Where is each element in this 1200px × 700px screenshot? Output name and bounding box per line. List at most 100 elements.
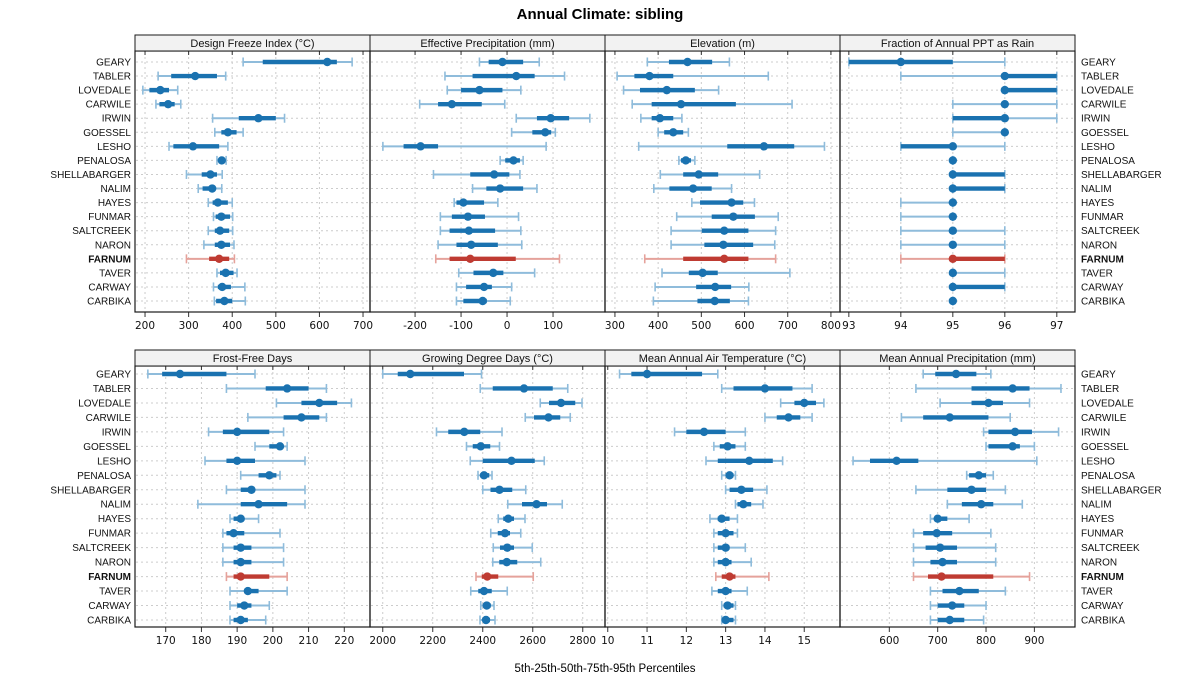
tick-label: 14 [758,635,772,647]
median-dot [729,212,738,221]
median-dot [175,369,185,379]
row-label-right-carbika: CARBIKA [1081,616,1125,627]
median-dot [221,268,230,278]
median-dot [683,57,692,67]
row-label-tabler: TABLER [93,72,131,83]
row-label-right-lovedale: LOVEDALE [1081,398,1134,409]
median-dot [723,601,732,610]
row-label-lovedale: LOVEDALE [78,398,131,409]
percentile-row-saltcreek [222,543,285,553]
axis-ticks: 600 700 800 900 [879,366,1044,647]
panel-design-freeze-index-c: 200 300 400 500 600 700 Design Freeze Index (°… [134,34,373,332]
median-dot [500,528,510,538]
percentile-row-saltcreek [439,226,522,236]
percentile-row-lesho [900,141,1006,151]
median-dot [669,128,678,137]
percentile-row-geary [242,57,353,67]
percentile-row-penalosa [948,155,958,165]
tick-label: 500 [691,320,711,332]
percentile-row-carway [479,601,495,611]
median-dot [698,268,707,278]
percentile-row-saltcreek [492,543,534,553]
percentile-row-tabler [720,383,813,393]
percentile-row-taver [216,268,238,278]
median-dot [498,57,507,67]
percentile-row-penalosa [678,155,696,165]
median-dot [948,198,958,207]
percentile-row-lovedale [539,398,583,408]
percentile-row-nalim [653,184,733,194]
median-dot [655,114,665,123]
median-dot [466,254,475,264]
panel-data [381,369,583,625]
panel-header [839,34,1076,52]
percentile-row-naron [437,240,523,250]
median-dot [223,128,233,137]
median-dot [948,156,958,165]
percentile-row-funmar [439,212,520,222]
row-label-penalosa: PENALOSA [77,156,131,167]
median-dot [681,156,690,165]
percentile-row-penalosa [965,470,995,480]
tick-label: 96 [998,320,1012,332]
tick-label: 600 [309,320,329,332]
median-dot [984,398,993,408]
row-label-farnum: FARNUM [88,254,131,265]
median-dot [948,268,958,278]
median-dot [232,456,242,466]
panel-mean-annual-air-temperature-c: 10 11 12 13 14 15 Mean Annual Air Temperature … [601,349,841,647]
median-dot [323,57,332,67]
median-dot [460,427,469,437]
percentile-row-shellabarger [659,169,761,179]
row-label-geary: GEARY [96,58,131,69]
row-label-irwin: IRWIN [102,114,131,125]
median-dot [721,586,730,596]
median-dot [541,128,550,137]
median-dot [156,85,165,95]
median-dot [945,615,954,625]
median-dot [478,296,487,306]
row-label-shellabarger: SHELLABARGER [50,170,131,181]
median-dot [1008,384,1017,393]
row-label-right-penalosa: PENALOSA [1081,471,1135,482]
tick-label: 400 [222,320,242,332]
row-label-taver: TAVER [99,268,131,279]
percentile-row-lovedale [1000,85,1058,95]
percentile-row-goessel [657,127,690,137]
percentile-row-naron [203,240,235,250]
tick-label: 180 [191,635,211,647]
median-dot [190,71,200,81]
median-dot [479,471,489,480]
percentile-row-penalosa [216,155,227,165]
panel-data [848,57,1058,306]
tick-label: 12 [680,635,693,647]
median-dot [1000,114,1010,123]
tick-label: 2000 [369,635,396,647]
median-dot [933,514,942,523]
median-dot [745,456,754,466]
percentile-row-taver [229,586,288,596]
percentile-row-tabler [900,71,1058,81]
percentile-row-irwin [207,427,285,437]
percentile-row-hayes [497,514,526,524]
percentile-row-carbika [929,615,985,625]
row-label-right-carbika: CARBIKA [1081,297,1125,308]
tick-label: 300 [605,320,625,332]
percentile-row-funmar [675,212,780,222]
median-dot [739,500,748,509]
panel-data [382,57,591,306]
panel-effective-precipitation-mm: -200 -100 0 100 Effective Precipitation (mm) [369,34,606,332]
median-dot [217,156,226,165]
median-dot [247,485,256,494]
panel-header-title: Elevation (m) [690,38,755,50]
percentile-row-tabler [915,383,1062,393]
panel-border [134,365,371,628]
median-dot [688,184,698,193]
tick-label: 700 [353,320,373,332]
percentile-row-taver [661,268,791,278]
percentile-row-funmar [912,528,992,538]
median-dot [481,615,491,625]
row-label-right-funmar: FUNMAR [1081,529,1124,540]
percentile-row-naron [670,240,776,250]
median-dot [297,413,306,422]
